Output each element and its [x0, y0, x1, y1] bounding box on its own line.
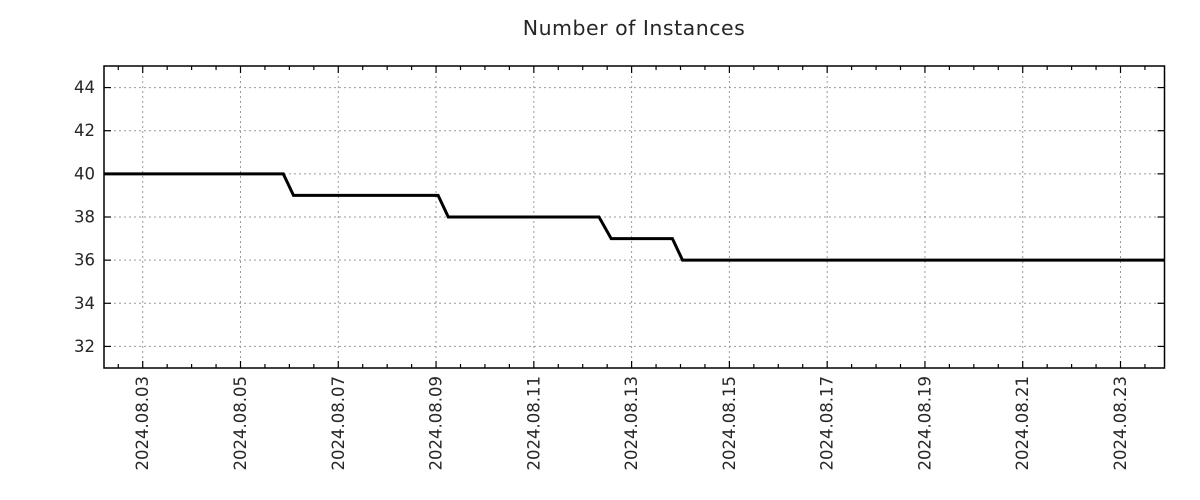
x-tick-label: 2024.08.15 — [720, 376, 739, 470]
y-tick-label: 32 — [74, 337, 95, 356]
x-tick-label: 2024.08.05 — [231, 376, 250, 470]
y-tick-label: 40 — [74, 164, 95, 183]
x-tick-label: 2024.08.07 — [329, 376, 348, 470]
x-tick-label: 2024.08.23 — [1111, 376, 1130, 470]
x-tick-label: 2024.08.11 — [524, 376, 543, 470]
series-line-instances — [104, 172, 1165, 262]
chart-title: Number of Instances — [522, 16, 746, 40]
y-tick-label: 38 — [74, 208, 95, 227]
plot-border — [103, 65, 1166, 369]
y-tick-label: 42 — [74, 121, 95, 140]
y-tick-label: 34 — [74, 294, 95, 313]
x-tick-label: 2024.08.21 — [1013, 376, 1032, 470]
x-tick-label: 2024.08.03 — [133, 376, 152, 470]
x-tick-label: 2024.08.09 — [427, 376, 446, 470]
x-tick-label: 2024.08.19 — [915, 376, 934, 470]
y-tick-label: 36 — [74, 251, 95, 270]
x-tick-label: 2024.08.13 — [622, 376, 641, 470]
y-tick-label: 44 — [74, 78, 95, 97]
x-tick-label: 2024.08.17 — [818, 376, 837, 470]
